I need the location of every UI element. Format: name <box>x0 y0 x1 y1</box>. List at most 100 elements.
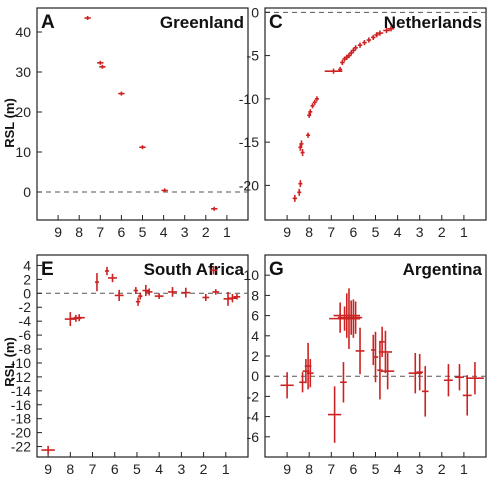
y-tick-label: 2 <box>251 348 259 364</box>
y-tick-label: -15 <box>239 134 259 150</box>
y-tick-label: 30 <box>15 64 31 80</box>
data-point <box>104 266 109 276</box>
data-point <box>308 109 313 115</box>
x-tick-label: 3 <box>416 224 424 240</box>
y-tick-label: -20 <box>11 425 31 441</box>
x-tick-label: 2 <box>200 461 208 477</box>
data-point <box>466 362 484 395</box>
x-tick-label: 9 <box>54 224 62 240</box>
x-tick-label: 2 <box>438 461 446 477</box>
y-tick-label: 0 <box>251 368 259 384</box>
x-tick-label: 8 <box>305 461 313 477</box>
x-tick-label: 6 <box>350 224 358 240</box>
y-axis-label: RSL (m) <box>2 337 17 387</box>
data-point <box>314 96 319 102</box>
x-tick-label: 1 <box>460 224 468 240</box>
data-point <box>298 180 303 188</box>
data-point <box>118 91 125 96</box>
y-tick-label: 0 <box>23 184 31 200</box>
y-tick-label: 2 <box>23 271 31 287</box>
y-tick-label: -4 <box>19 313 32 329</box>
data-point <box>378 330 393 374</box>
data-point <box>139 145 146 150</box>
x-tick-label: 4 <box>155 461 163 477</box>
panel-letter: G <box>269 259 284 280</box>
x-tick-label: 8 <box>305 224 313 240</box>
data-point <box>233 294 241 300</box>
y-tick-label: -18 <box>11 411 31 427</box>
x-tick-label: 4 <box>394 461 402 477</box>
y-tick-label: 0 <box>23 285 31 301</box>
data-point <box>355 327 365 375</box>
panel-frame <box>36 254 249 458</box>
y-tick-label: 20 <box>15 104 31 120</box>
data-point <box>462 375 472 416</box>
y-tick-label: 10 <box>15 144 31 160</box>
x-tick-label: 5 <box>372 461 380 477</box>
x-tick-label: 2 <box>438 224 446 240</box>
x-tick-label: 1 <box>222 461 230 477</box>
data-point <box>312 99 317 105</box>
data-point <box>372 331 379 383</box>
y-tick-label: 0 <box>251 4 259 20</box>
x-tick-label: 8 <box>66 461 74 477</box>
panel-netherlands: 9 8 7 6 5 4 3 2 1 0 -5 -10 -15 -20 C Netherlands <box>239 4 487 240</box>
y-tick-label: -4 <box>247 409 260 425</box>
data-point <box>346 299 361 338</box>
data-point <box>371 34 376 41</box>
y-tick-label: -8 <box>19 341 32 357</box>
data-point <box>376 30 384 36</box>
data-point <box>94 273 99 292</box>
y-tick-label: 4 <box>251 328 259 344</box>
data-point <box>145 288 153 296</box>
data-point <box>292 194 298 202</box>
x-tick-label: 7 <box>327 224 335 240</box>
data-point <box>338 66 343 73</box>
data-point <box>133 287 139 295</box>
data-point <box>211 206 218 211</box>
data-point <box>97 60 104 65</box>
y-tick-label: -16 <box>11 397 31 413</box>
y-axis-label: RSL (m) <box>2 98 17 148</box>
data-point <box>310 103 315 109</box>
x-tick-label: 1 <box>223 224 231 240</box>
data-point <box>99 64 106 69</box>
y-tick-label: 4 <box>23 257 31 273</box>
data-point <box>387 26 395 32</box>
data-point <box>381 352 395 390</box>
data-point <box>84 16 91 20</box>
y-tick-label: -20 <box>239 177 259 193</box>
data-point <box>202 294 210 301</box>
y-tick-label: -2 <box>247 388 260 404</box>
x-tick-label: 3 <box>416 461 424 477</box>
x-tick-label: 6 <box>350 461 358 477</box>
data-point <box>298 143 303 151</box>
y-tick-label: -10 <box>239 91 259 107</box>
data-point <box>280 372 294 399</box>
data-point <box>348 301 363 334</box>
panel-south-africa: 9 8 7 6 5 4 3 2 1420-2-4-6-8-10-12-14-16-18-20-2… <box>2 254 249 477</box>
x-tick-label: 9 <box>283 224 291 240</box>
y-tick-label: -5 <box>247 48 260 64</box>
panel-letter: E <box>41 259 54 280</box>
x-tick-label: 7 <box>89 461 97 477</box>
y-tick-label: -6 <box>19 327 32 343</box>
y-tick-label: 6 <box>251 308 259 324</box>
panel-title: Argentina <box>403 260 483 279</box>
y-tick-label: -10 <box>11 355 31 371</box>
x-tick-label: 9 <box>283 461 291 477</box>
x-tick-label: 5 <box>139 224 147 240</box>
y-tick-label: -14 <box>11 383 31 399</box>
data-point <box>212 289 220 295</box>
data-point <box>142 284 150 297</box>
data-point <box>362 40 367 46</box>
data-point <box>421 366 429 417</box>
y-tick-label: -12 <box>11 369 31 385</box>
data-point <box>377 340 383 400</box>
data-point <box>210 266 217 275</box>
y-tick-label: -22 <box>11 439 31 455</box>
y-tick-label: 10 <box>243 267 259 283</box>
data-point <box>366 37 372 43</box>
data-point <box>383 27 390 34</box>
